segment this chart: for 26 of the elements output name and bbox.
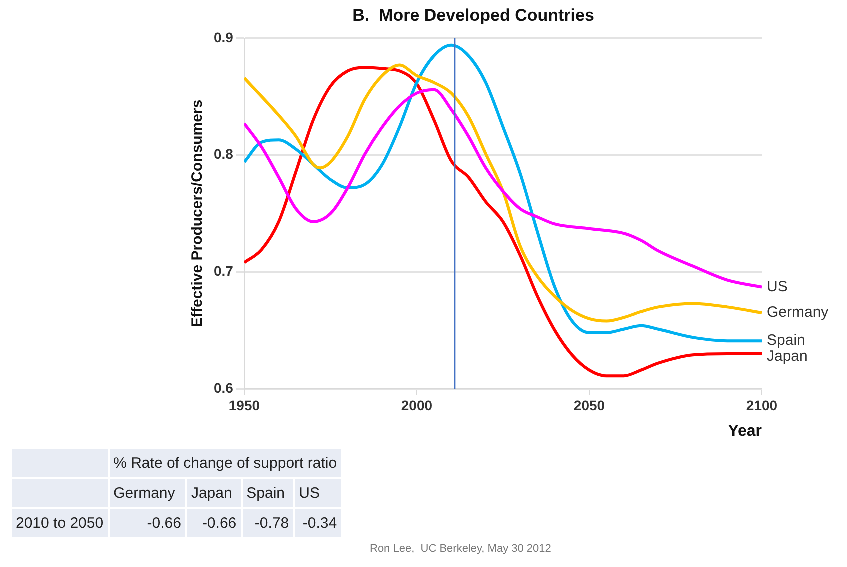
y-tick-label: 0.7 [214, 262, 234, 279]
y-tick-label: 0.9 [214, 29, 234, 46]
text: 2010 to 2050 [12, 509, 108, 537]
text: Germany [110, 479, 186, 507]
series-label: US [767, 278, 788, 296]
x-tick-label: 2050 [574, 397, 606, 414]
series-label: Japan [767, 348, 808, 366]
text: % Rate of change of support ratio [110, 449, 342, 477]
x-axis-title: Year [728, 422, 762, 440]
y-tick-label: 0.6 [214, 380, 234, 396]
text: Ron Lee, UC Berkeley, May 30 2012 [370, 543, 552, 555]
series-label: Germany [767, 304, 830, 322]
text: US [295, 479, 342, 507]
text: -0.78 [242, 509, 294, 537]
text: -0.66 [187, 509, 241, 537]
text: Spain [242, 479, 294, 507]
x-tick-label: 1950 [228, 397, 260, 414]
chart-title: B. More Developed Countries [352, 6, 594, 25]
text: -0.34 [295, 509, 342, 537]
series-label: Spain [767, 332, 806, 350]
y-axis-title: Effective Producers/Consumers [189, 100, 206, 328]
y-tick-label: 0.8 [214, 146, 234, 162]
text: Japan [187, 479, 241, 507]
text: -0.66 [110, 509, 186, 537]
x-tick-label: 2000 [401, 397, 433, 414]
x-tick-label: 2100 [746, 397, 778, 414]
